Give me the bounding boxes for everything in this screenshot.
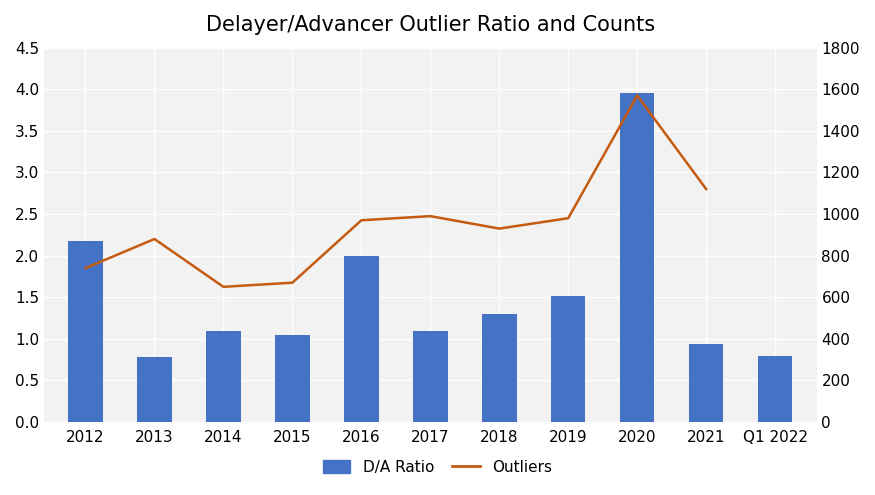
Bar [344, 255, 379, 422]
Bar [482, 314, 516, 422]
Bar [137, 357, 172, 422]
Bar [758, 356, 793, 422]
Bar [68, 241, 102, 422]
Outliers [80, 265, 91, 271]
Legend: D/A Ratio, Outliers: D/A Ratio, Outliers [315, 452, 560, 483]
Bar [275, 335, 310, 422]
Line: Outliers: Outliers [86, 96, 706, 287]
Bar [413, 331, 447, 422]
Outliers [356, 217, 367, 223]
Title: Delayer/Advancer Outlier Ratio and Counts: Delayer/Advancer Outlier Ratio and Count… [206, 15, 654, 35]
Outliers [150, 236, 160, 242]
Outliers [287, 280, 298, 286]
Outliers [425, 213, 436, 219]
Bar [551, 297, 585, 422]
Outliers [494, 226, 505, 232]
Bar [689, 344, 724, 422]
Outliers [563, 215, 573, 221]
Bar [620, 93, 654, 422]
Outliers [701, 186, 711, 192]
Outliers [632, 93, 642, 99]
Bar [206, 331, 241, 422]
Outliers [218, 284, 228, 290]
